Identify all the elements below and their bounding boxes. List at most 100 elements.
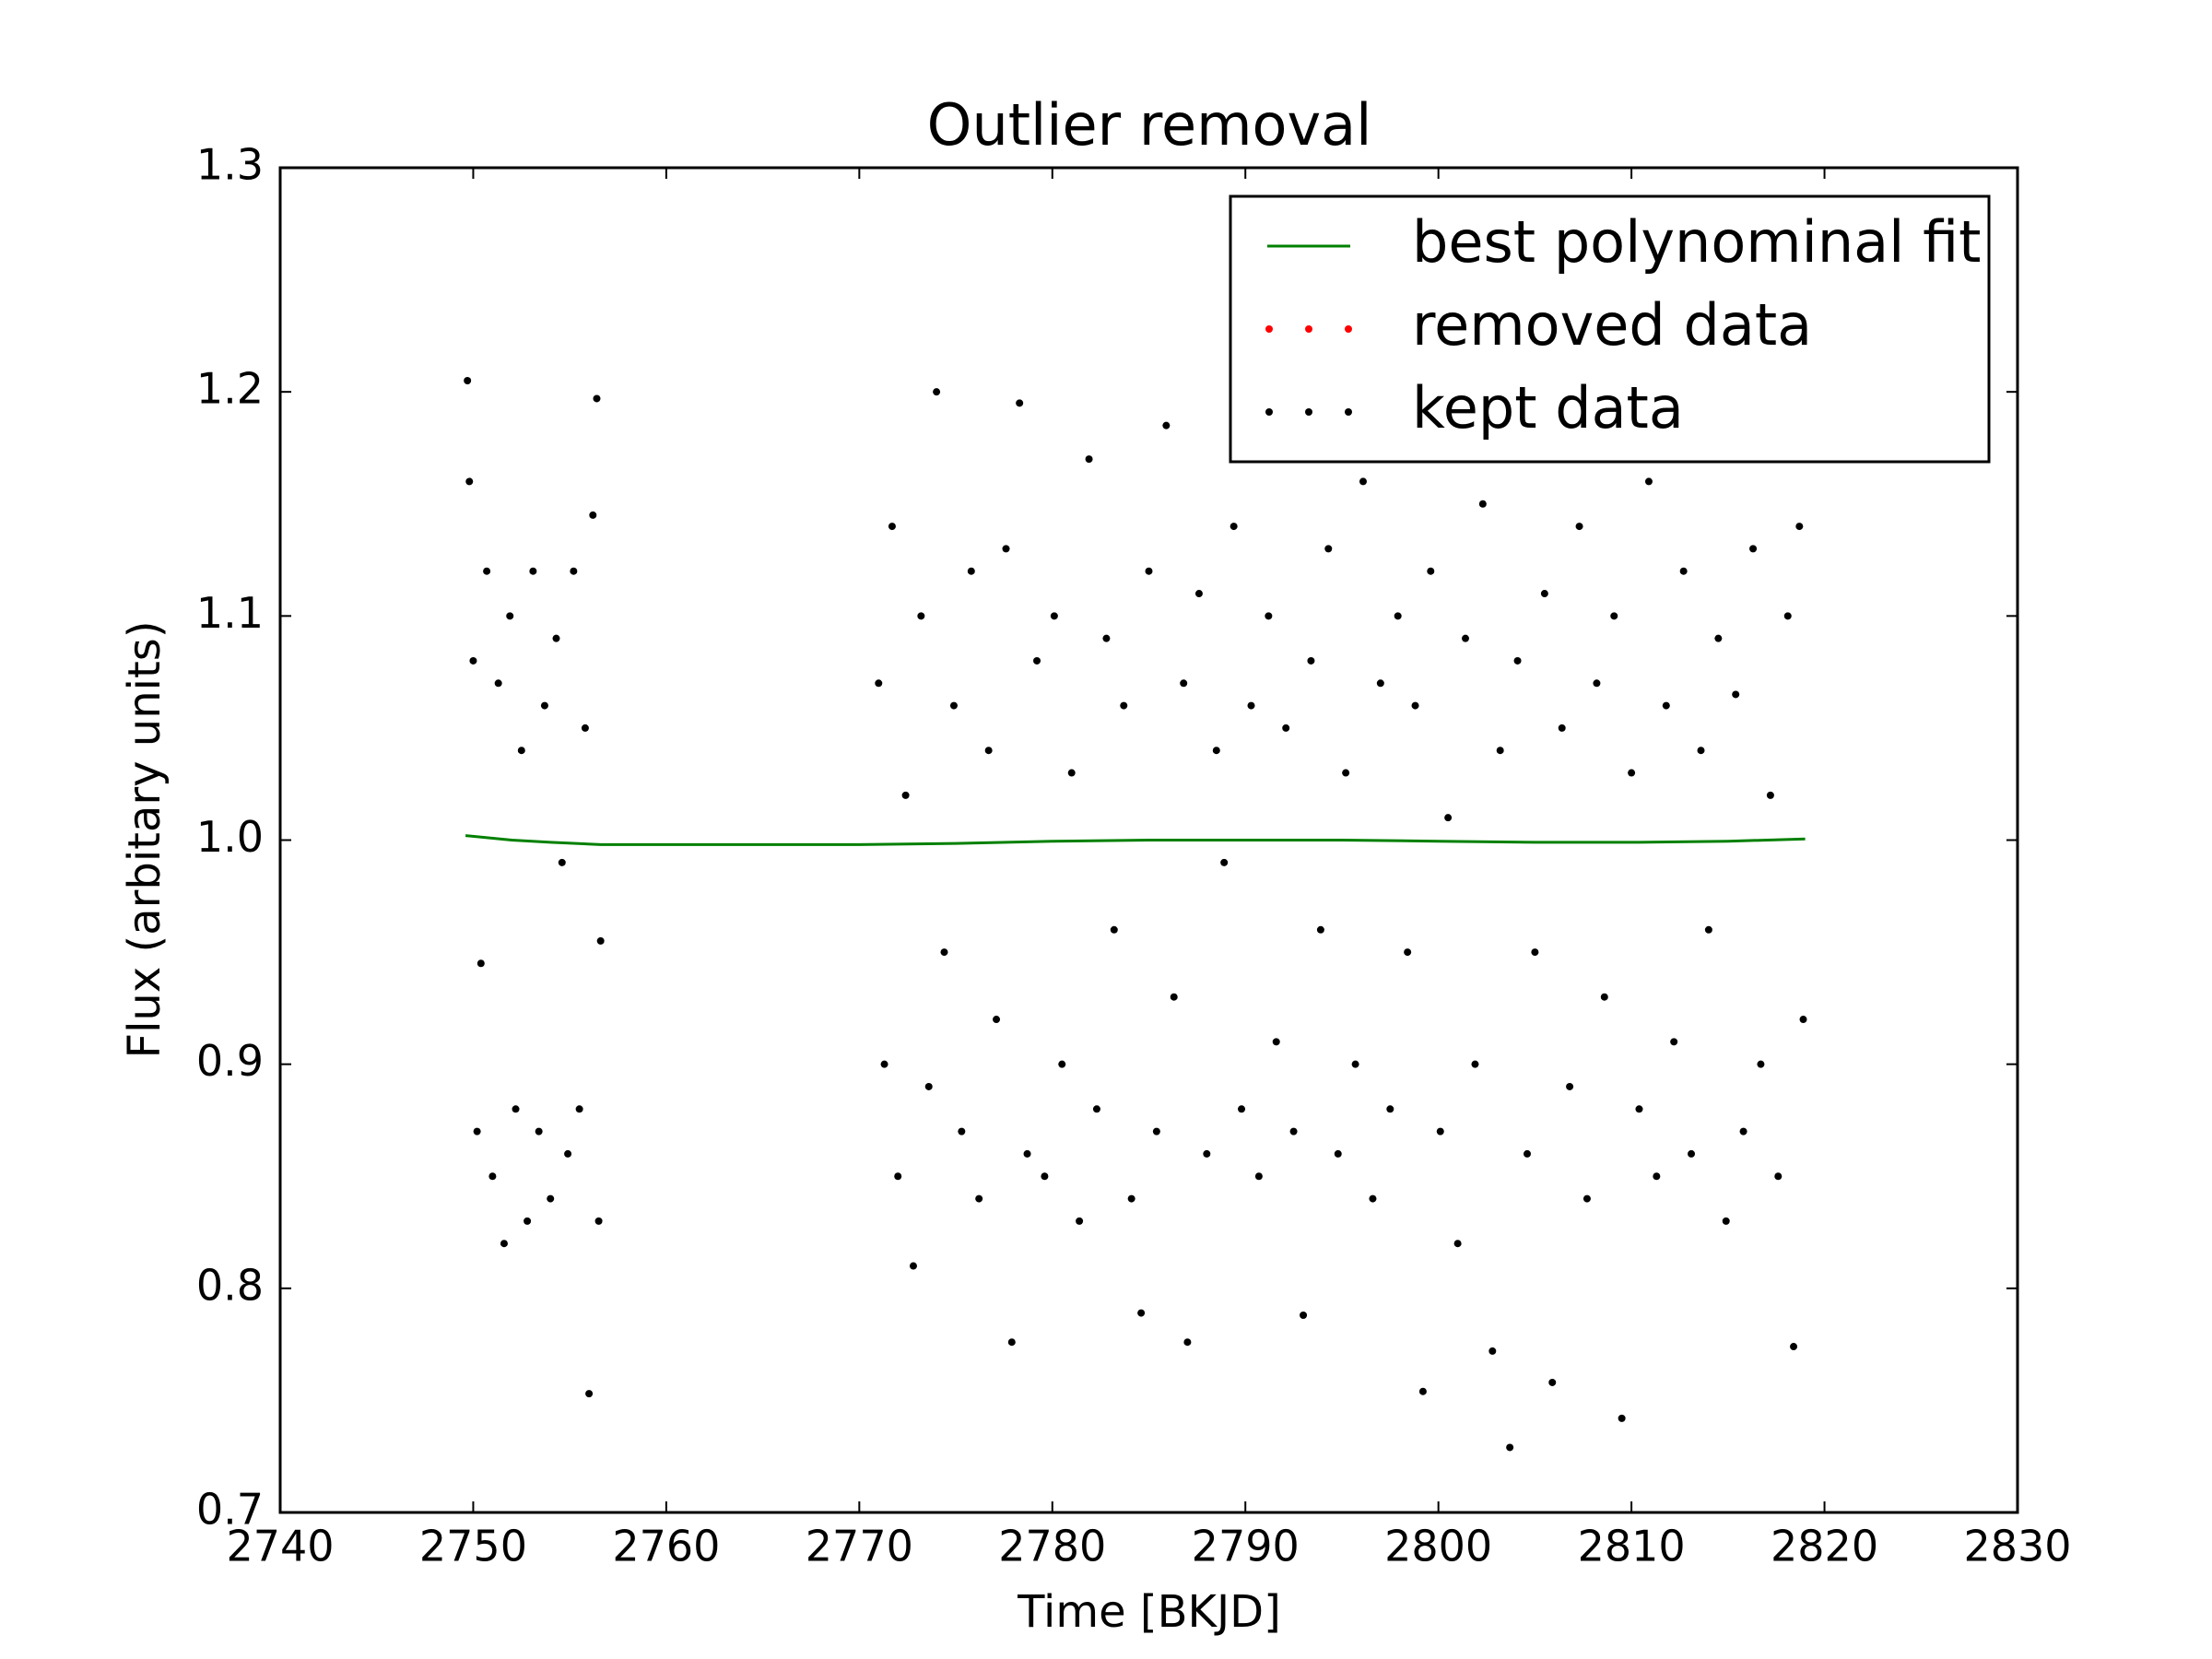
data-point <box>1618 1414 1626 1422</box>
legend-label: removed data <box>1412 291 1812 359</box>
legend-marker <box>1265 408 1273 416</box>
data-point <box>1644 477 1653 486</box>
data-point <box>1774 1172 1783 1181</box>
data-point <box>901 791 910 799</box>
data-point <box>529 567 537 575</box>
data-point <box>1799 1016 1807 1024</box>
data-point <box>1548 1378 1557 1386</box>
data-point <box>1704 925 1712 934</box>
data-point <box>1790 1343 1798 1351</box>
y-tick-label: 0.7 <box>196 1485 264 1535</box>
data-point <box>1471 1060 1479 1068</box>
y-tick-label: 1.3 <box>196 140 264 190</box>
data-point <box>1386 1105 1394 1113</box>
data-point <box>1212 747 1220 755</box>
x-tick-label: 2830 <box>1963 1522 2071 1571</box>
data-point <box>494 679 502 688</box>
data-point <box>1307 656 1315 665</box>
data-point <box>517 747 525 755</box>
data-point <box>1394 612 1402 620</box>
data-point <box>1610 612 1618 620</box>
data-point <box>1180 679 1188 688</box>
data-point <box>1766 791 1774 799</box>
data-point <box>1662 701 1670 710</box>
data-point <box>1732 690 1740 699</box>
data-point <box>1110 925 1118 934</box>
data-point <box>1697 747 1705 755</box>
data-point <box>1496 747 1504 755</box>
data-point <box>949 701 958 710</box>
x-tick-label: 2760 <box>612 1522 720 1571</box>
data-point <box>1265 612 1273 620</box>
data-point <box>552 634 560 642</box>
data-point <box>909 1262 917 1270</box>
data-point <box>967 567 975 575</box>
data-point <box>1427 567 1435 575</box>
data-point <box>1795 523 1804 531</box>
legend: best polynominal fit removed data kept dat… <box>1229 194 1991 464</box>
data-point <box>596 936 605 945</box>
data-point <box>1002 545 1010 553</box>
data-point <box>1506 1443 1514 1452</box>
data-point <box>512 1105 520 1113</box>
legend-marker <box>1345 408 1352 416</box>
data-point <box>1272 1038 1280 1046</box>
data-point <box>1583 1194 1591 1203</box>
data-point <box>1092 1105 1100 1113</box>
data-point <box>975 1194 983 1203</box>
y-axis-label: Flux (arbitary units) <box>119 620 171 1058</box>
x-tick-label: 2740 <box>226 1522 334 1571</box>
data-point <box>1600 993 1608 1001</box>
y-tick-label: 0.9 <box>196 1036 264 1086</box>
data-point <box>477 959 485 968</box>
data-point <box>1282 724 1290 732</box>
data-point <box>1739 1127 1747 1135</box>
data-point <box>589 511 597 519</box>
data-point <box>1162 421 1171 429</box>
data-point <box>1478 500 1487 508</box>
data-point <box>1566 1082 1574 1090</box>
data-point <box>1203 1149 1211 1158</box>
data-point <box>1359 477 1367 486</box>
data-point <box>894 1172 902 1181</box>
x-tick-label: 2780 <box>998 1522 1106 1571</box>
data-point <box>1593 679 1601 688</box>
data-point <box>1575 523 1583 531</box>
data-point <box>1127 1194 1135 1203</box>
data-point <box>1540 590 1548 598</box>
data-point <box>1404 948 1412 957</box>
data-point <box>1170 993 1178 1001</box>
data-point <box>1334 1149 1342 1158</box>
legend-marker <box>1305 325 1312 333</box>
data-point <box>1324 545 1333 553</box>
data-point <box>880 1060 888 1068</box>
data-point <box>1230 523 1238 531</box>
data-point <box>1041 1172 1049 1181</box>
data-point <box>1444 814 1453 822</box>
x-tick-label: 2750 <box>419 1522 527 1571</box>
data-point <box>1067 769 1076 777</box>
data-point <box>924 1082 933 1090</box>
data-point <box>540 701 548 710</box>
data-point <box>1783 612 1792 620</box>
data-point <box>940 948 948 957</box>
data-point <box>1453 1240 1462 1248</box>
data-point <box>1749 545 1758 553</box>
data-point <box>1376 679 1384 688</box>
legend-marker <box>1305 408 1312 416</box>
data-point <box>1316 925 1324 934</box>
data-point <box>506 612 514 620</box>
data-point <box>1016 399 1024 407</box>
data-point <box>1635 1105 1643 1113</box>
data-point <box>593 394 601 403</box>
data-point <box>547 1194 555 1203</box>
legend-box <box>1229 194 1991 464</box>
plot-frame <box>278 166 2019 1514</box>
data-point <box>1714 634 1723 642</box>
data-point <box>933 388 941 396</box>
data-point <box>1085 455 1093 464</box>
data-point <box>1342 769 1350 777</box>
data-point <box>1254 1172 1263 1181</box>
data-point <box>585 1390 594 1398</box>
data-point <box>488 1172 497 1181</box>
